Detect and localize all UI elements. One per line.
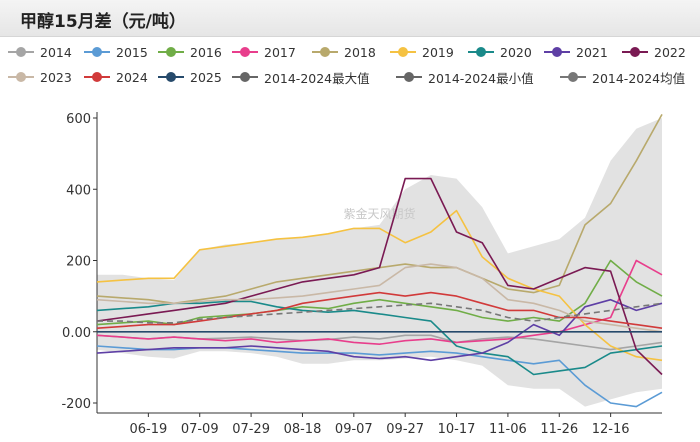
series-line-2019 (96, 209, 663, 362)
y-tick-label: 400 (66, 183, 91, 198)
x-tick-label: 09-27 (386, 422, 424, 437)
legend-item[interactable]: 2021 (544, 42, 608, 62)
legend-item[interactable]: 2016 (158, 42, 222, 62)
legend-label: 2023 (40, 69, 72, 85)
legend-label: 2014-2024最大值 (264, 70, 370, 86)
legend-symbol-icon (8, 71, 34, 83)
x-tick-label: 07-09 (181, 422, 219, 437)
y-tick-label: -200 (61, 397, 91, 412)
legend-item[interactable]: 2020 (468, 42, 532, 62)
legend-item[interactable]: 2017 (232, 42, 296, 62)
legend-label: 2014-2024最小值 (428, 70, 534, 86)
legend-item[interactable]: 2023 (8, 67, 72, 87)
legend-item[interactable]: 2014-2024最小值 (396, 67, 534, 87)
series-line-2017 (96, 259, 663, 346)
x-tick-label: 07-29 (232, 422, 270, 437)
legend-symbol-icon (312, 46, 338, 58)
legend-item[interactable]: 2014 (8, 42, 72, 62)
legend-symbol-icon (232, 46, 258, 58)
legend-symbol-icon (390, 46, 416, 58)
series-line-2020 (96, 300, 663, 376)
legend-symbol-icon (622, 46, 648, 58)
legend-symbol-icon (396, 71, 422, 83)
legend-symbol-icon (232, 71, 258, 83)
x-tick-label: 11-06 (489, 422, 527, 437)
legend: 2014 2015 2016 2017 2018 2019 2020 2021 2022 2023… (0, 42, 700, 92)
watermark: 紫金天风期货 (343, 206, 415, 221)
x-tick-label: 08-18 (284, 422, 322, 437)
legend-item[interactable]: 2015 (84, 42, 148, 62)
x-tick-label: 09-07 (335, 422, 373, 437)
x-tick-label: 10-17 (438, 422, 476, 437)
legend-item[interactable]: 2014-2024最大值 (232, 67, 370, 87)
legend-symbol-icon (158, 71, 184, 83)
chart-title: 甲醇15月差（元/吨） (20, 12, 186, 32)
legend-symbol-icon (544, 46, 570, 58)
range-band (97, 118, 662, 407)
legend-label: 2019 (422, 44, 454, 60)
y-tick-label: 0.00 (62, 326, 91, 341)
series-line-2021 (96, 298, 663, 362)
x-tick-label: 11-26 (540, 422, 578, 437)
series-line-2014-2024均值 (97, 302, 663, 324)
legend-item[interactable]: 2018 (312, 42, 376, 62)
legend-item[interactable]: 2025 (158, 67, 222, 87)
legend-label: 2015 (116, 44, 148, 60)
series-line-2022 (96, 177, 663, 376)
legend-label: 2024 (116, 69, 148, 85)
legend-item[interactable]: 2019 (390, 42, 454, 62)
legend-label: 2025 (190, 69, 222, 85)
legend-label: 2014 (40, 44, 72, 60)
series-line-2023 (96, 263, 663, 333)
x-tick-label: 12-16 (592, 422, 630, 437)
legend-label: 2016 (190, 44, 222, 60)
x-tick-label: 06-19 (129, 422, 167, 437)
legend-label: 2020 (500, 44, 532, 60)
legend-item[interactable]: 2024 (84, 67, 148, 87)
title-bar: 甲醇15月差（元/吨） (0, 0, 700, 37)
legend-label: 2021 (576, 44, 608, 60)
series-line-2024 (96, 291, 663, 329)
legend-symbol-icon (84, 71, 110, 83)
legend-symbol-icon (468, 46, 494, 58)
legend-item[interactable]: 2014-2024均值 (560, 67, 685, 87)
legend-symbol-icon (560, 71, 586, 83)
legend-symbol-icon (84, 46, 110, 58)
legend-symbol-icon (8, 46, 34, 58)
legend-label: 2014-2024均值 (592, 70, 686, 86)
y-tick-label: 200 (66, 255, 91, 270)
legend-label: 2018 (344, 44, 376, 60)
legend-symbol-icon (158, 46, 184, 58)
legend-item[interactable]: 2022 (622, 42, 686, 62)
legend-label: 2022 (654, 44, 686, 60)
y-tick-label: 600 (66, 112, 91, 127)
legend-label: 2017 (264, 44, 296, 60)
